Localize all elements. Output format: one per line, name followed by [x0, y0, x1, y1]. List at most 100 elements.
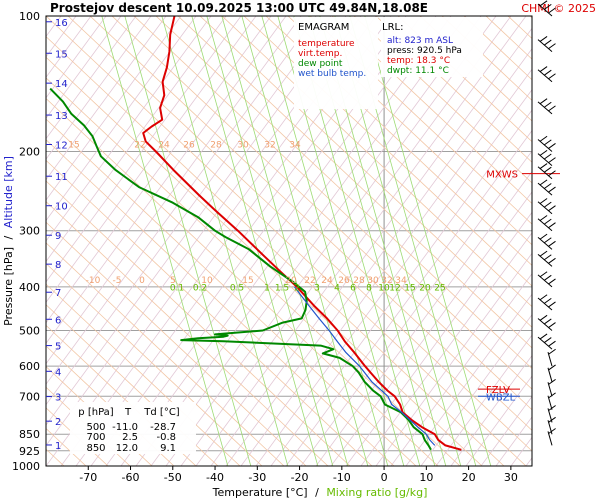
- altitude-tick-label: 1: [55, 441, 61, 452]
- lrl-temperature: temp: 18.3 °C: [387, 56, 450, 66]
- mixing-ratio-line: [364, 16, 492, 466]
- mixing-ratio-label: 1.5: [275, 283, 289, 293]
- wind-barb-flag: [539, 149, 548, 156]
- wind-barb-flag: [544, 39, 552, 46]
- skewed-isotherm-line: [571, 16, 600, 466]
- dry-adiabat-line: [441, 16, 532, 101]
- profile-series: [49, 16, 462, 451]
- skewed-isotherm-line: [46, 16, 152, 160]
- table-cell: -0.8: [156, 432, 176, 443]
- wind-barb-flag: [548, 378, 556, 385]
- altitude-tick-label: 5: [55, 342, 61, 353]
- chart-title: Prostejov descent 10.09.2025 13:00 UTC 4…: [50, 1, 428, 15]
- temperature-tick-label: -30: [248, 471, 266, 484]
- adiabat-label: 34: [289, 140, 301, 150]
- pressure-tick-label: 600: [19, 360, 40, 373]
- mixing-ratio-label: 1: [264, 283, 270, 293]
- wind-barb-flag: [544, 183, 552, 189]
- skewed-isotherm-line: [465, 375, 532, 466]
- skewed-isotherm-line: [46, 16, 317, 385]
- mixing-ratio-label: 0.2: [193, 283, 207, 293]
- adiabat-label: 22: [304, 276, 315, 286]
- wind-barb-flag: [548, 7, 556, 14]
- wind-barb-staff: [547, 382, 553, 397]
- skewed-isotherm-line: [541, 16, 600, 466]
- skewed-isotherm-line: [46, 16, 212, 242]
- skewed-isotherm-line: [420, 313, 532, 466]
- wind-barb-flag: [548, 322, 556, 328]
- skewed-isotherm-line: [405, 293, 532, 466]
- skewed-isotherm-line: [375, 252, 532, 466]
- dry-adiabat-line: [67, 16, 532, 452]
- dry-adiabat-line: [111, 16, 532, 411]
- wind-barb-flag: [548, 301, 556, 308]
- dry-adiabat-line: [0, 16, 20, 466]
- lrl-pressure: press: 920.5 hPa: [387, 46, 462, 56]
- wind-barb-flag: [548, 157, 556, 164]
- dry-adiabat-line: [46, 118, 417, 466]
- skewed-isotherm-line: [270, 109, 532, 466]
- lrl-altitude: alt: 823 m ASL: [387, 36, 453, 46]
- skewed-isotherm-line: [225, 48, 532, 466]
- y-axis-separator: /: [2, 235, 15, 239]
- skewed-isotherm-line: [435, 334, 532, 466]
- adiabat-label: 24: [158, 140, 170, 150]
- wind-barb-flag: [544, 69, 552, 76]
- wind-barb-flag: [548, 240, 556, 247]
- dry-adiabat-line: [46, 386, 131, 466]
- mixing-ratio-label: 0.1: [170, 283, 184, 293]
- dry-adiabat-line: [46, 159, 373, 466]
- altitude-tick-label: 7: [55, 288, 61, 299]
- wind-barb-flag: [539, 36, 548, 42]
- wind-barb-flag: [539, 314, 548, 321]
- skewed-isotherm-line: [46, 16, 257, 304]
- dry-adiabat-line: [46, 304, 219, 466]
- x-axis-mixing-ratio-label: Mixing ratio [g/kg]: [326, 486, 427, 499]
- temperature-tick-label: 0: [381, 471, 388, 484]
- pressure-tick-label: 400: [19, 281, 40, 294]
- mixing-ratio-label: 8: [366, 283, 372, 293]
- wind-barb-flag: [548, 428, 556, 434]
- wind-barb-flag: [539, 271, 548, 278]
- skewed-isotherm-line: [46, 16, 122, 119]
- mixing-ratio-line: [191, 16, 319, 466]
- dry-adiabat-line: [529, 16, 532, 19]
- wind-barb-flag: [548, 348, 556, 355]
- altitude-tick-label: 10: [55, 202, 68, 213]
- wind-barb-flag: [539, 198, 548, 204]
- wind-barb-flag: [548, 278, 556, 285]
- skewed-isotherm-line: [46, 16, 227, 263]
- skewed-isotherm-line: [315, 170, 532, 466]
- temperature-tick-label: -70: [79, 471, 97, 484]
- dry-adiabat-line: [46, 77, 461, 466]
- wind-barb-flag: [539, 233, 548, 240]
- y-axis-label: Pressure [hPa] / Altitude [km]: [2, 156, 15, 326]
- altitude-tick-label: 9: [55, 231, 61, 242]
- temperature-tick-label: -10: [333, 471, 351, 484]
- dry-adiabat-line: [46, 221, 307, 466]
- skewed-isotherm-line: [345, 211, 532, 466]
- dry-adiabat-line: [46, 180, 351, 466]
- wind-barb-flag: [544, 101, 552, 108]
- temperature-tick-label: -40: [206, 471, 224, 484]
- altitude-tick-label: 14: [55, 79, 68, 90]
- skewed-isotherm-line: [46, 16, 302, 365]
- wind-barb-flag: [544, 318, 552, 325]
- dry-adiabat-line: [46, 201, 329, 466]
- skewed-isotherm-line: [165, 16, 497, 466]
- dry-adiabat-line: [89, 16, 532, 431]
- pressure-tick-label: 850: [19, 428, 40, 441]
- temperature-ticks: -70 -60 -50 -40 -30 -20 -10 0 10 20 30: [79, 466, 518, 484]
- adiabat-label: 15: [68, 140, 79, 150]
- level-marker-label: WBZL: [486, 392, 516, 403]
- wind-barb-flag: [544, 274, 552, 281]
- legend-item-virt-temp: virt.temp.: [298, 49, 342, 59]
- temperature-tick-label: -20: [291, 471, 309, 484]
- wind-barb-flag: [548, 73, 556, 80]
- mixing-ratio-label: 6: [350, 283, 356, 293]
- dry-adiabat-line: [331, 16, 532, 205]
- adiabat-label: 24: [321, 276, 333, 286]
- wind-barb-flag: [548, 392, 556, 399]
- skewed-isotherm-line: [525, 457, 532, 466]
